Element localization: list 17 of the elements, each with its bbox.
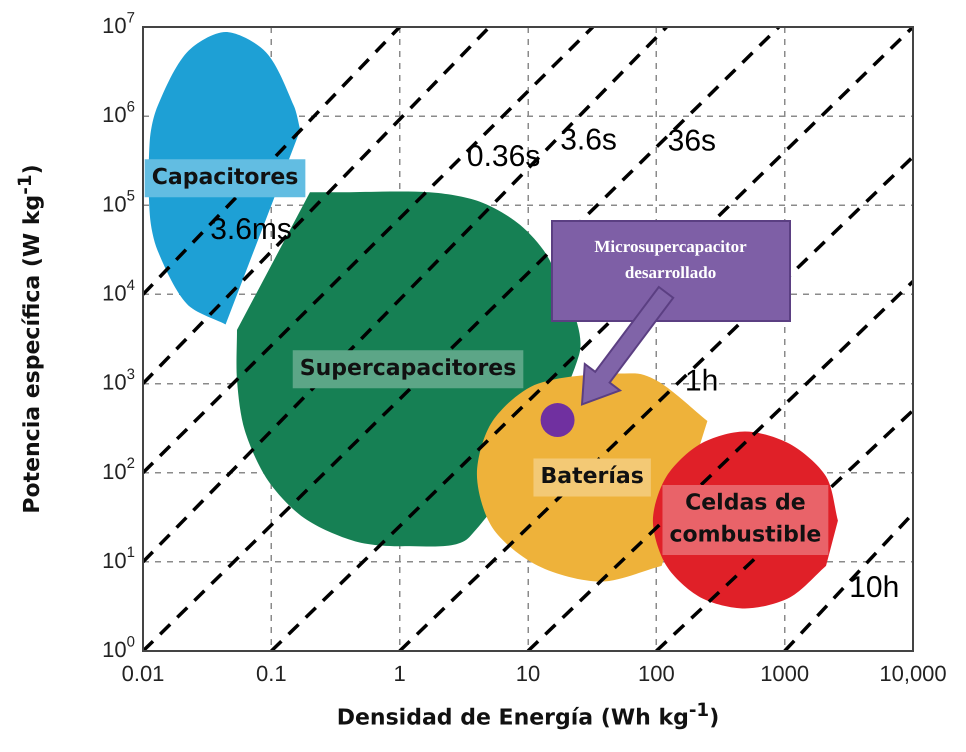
x-tick-label: 1000 <box>760 661 810 686</box>
x-tick-label: 1 <box>394 661 406 686</box>
series-label: Celdas de combustible <box>669 490 822 548</box>
annotation: 36s <box>668 124 716 158</box>
x-tick-label: 10,000 <box>879 661 947 686</box>
annotation: 10h <box>849 570 900 604</box>
series-label: Baterías <box>540 464 644 490</box>
x-tick-label: 100 <box>638 661 675 686</box>
callout-box: Microsupercapacitor desarrollado <box>550 220 791 322</box>
x-tick-label: 0.01 <box>122 661 164 686</box>
x-tick-label: 0.1 <box>256 661 287 686</box>
series-label: Supercapacitores <box>300 356 516 381</box>
x-tick-label: 10 <box>516 661 540 686</box>
annotation: 1h <box>684 364 718 398</box>
x-axis-title: Densidad de Energía (Wh kg$^{-1}$) <box>336 700 720 730</box>
series-label: Capacitores <box>152 164 298 190</box>
annotation: 3.6s <box>560 124 617 157</box>
